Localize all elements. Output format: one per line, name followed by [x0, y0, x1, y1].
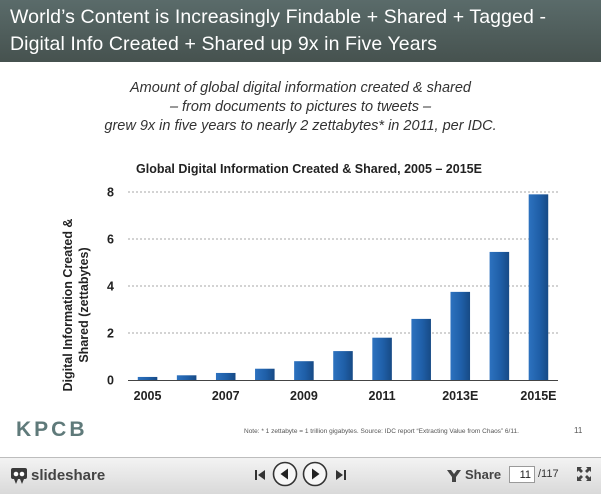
chart-title: Global Digital Information Created & Sha…: [136, 162, 482, 176]
y-tick-label: 8: [107, 186, 114, 200]
bar-2007: [215, 372, 236, 380]
y-tick-label: 0: [107, 374, 114, 388]
subtitle-line-3: grew 9x in five years to nearly 2 zettab…: [104, 118, 497, 134]
subtitle-line-2: – from documents to pictures to tweets –: [169, 99, 432, 115]
page-total: /117: [538, 468, 559, 480]
slide: World’s Content is Increasingly Findable…: [0, 0, 601, 441]
y-axis-ticks: 0 2 4 6 8: [107, 186, 114, 388]
player-toolbar: slideshare Share 11 /117: [0, 457, 601, 494]
title-bar: World’s Content is Increasingly Findable…: [0, 0, 601, 62]
bar-2013E: [450, 291, 471, 380]
y-tick-label: 4: [107, 280, 114, 294]
bars: [137, 194, 549, 380]
bar-2012E: [411, 318, 431, 380]
bar-2006: [176, 375, 197, 380]
page-number-input[interactable]: 11: [509, 466, 535, 483]
x-tick-label: 2005: [134, 389, 162, 403]
bar-2008: [255, 368, 275, 380]
subtitle-line-1: Amount of global digital information cre…: [130, 80, 471, 96]
x-tick-label: 2009: [290, 389, 318, 403]
x-tick-label: 2007: [212, 389, 240, 403]
y-axis-label-line-1: Digital Information Created &: [61, 219, 75, 392]
bar-2009: [294, 361, 314, 380]
y-tick-label: 2: [107, 327, 114, 341]
slideshare-brand[interactable]: slideshare: [31, 467, 106, 484]
bar-2014E: [489, 251, 510, 380]
x-tick-label: 2015E: [520, 389, 556, 403]
last-slide-icon[interactable]: [335, 468, 347, 482]
x-tick-label: 2011: [369, 389, 396, 403]
bar-chart: Global Digital Information Created & Sha…: [61, 162, 558, 403]
previous-slide-icon[interactable]: [272, 461, 298, 487]
footnote: Note: * 1 zettabyte = 1 trillion gigabyt…: [244, 428, 519, 435]
kpcb-logo: KPCB: [16, 418, 88, 441]
bar-2011: [372, 337, 392, 380]
y-axis-label-line-2: Shared (zettabytes): [77, 247, 91, 362]
slide-number: 11: [574, 426, 583, 435]
slideshare-logo-icon[interactable]: [10, 467, 28, 485]
next-slide-icon[interactable]: [302, 461, 328, 487]
first-slide-icon[interactable]: [254, 468, 266, 482]
y-tick-label: 6: [107, 233, 114, 247]
bar-2010: [333, 351, 353, 380]
y-axis-label: Digital Information Created & Shared (ze…: [61, 219, 91, 392]
share-icon[interactable]: [445, 466, 463, 484]
share-button[interactable]: Share: [465, 467, 502, 482]
x-tick-label: 2013E: [442, 389, 478, 403]
slide-title-line-1: World’s Content is Increasingly Findable…: [10, 6, 547, 28]
bar-2015E: [528, 194, 549, 380]
bar-2005: [137, 376, 158, 380]
slide-title-line-2: Digital Info Created + Shared up 9x in F…: [10, 33, 438, 55]
fullscreen-icon[interactable]: [575, 465, 593, 483]
x-axis-ticks: 2005 2007 2009 2011 2013E 2015E: [134, 389, 557, 403]
